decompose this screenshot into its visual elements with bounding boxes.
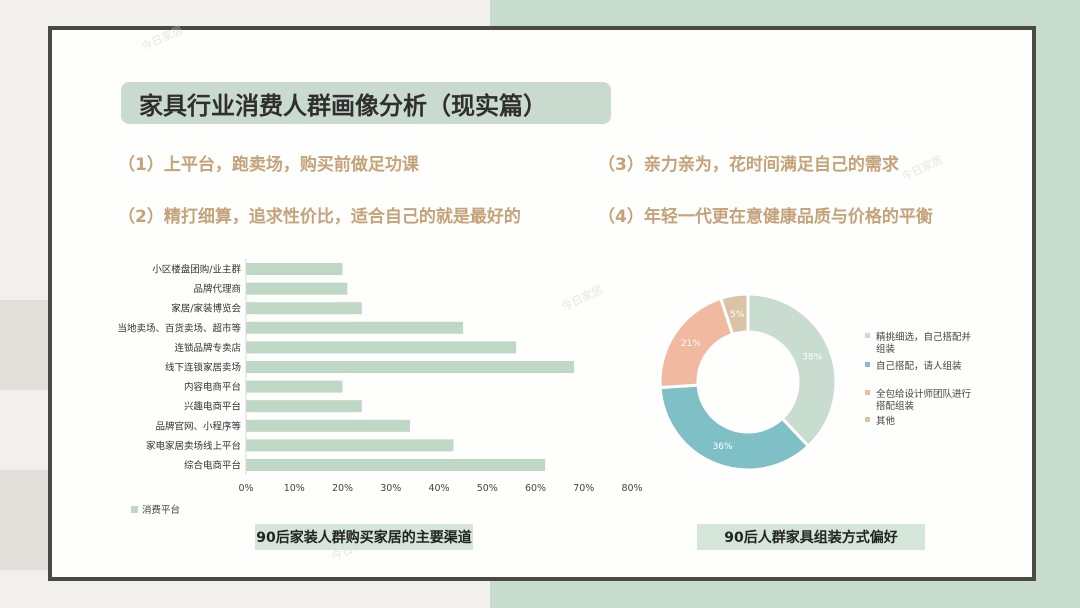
x-tick-label: 80% xyxy=(621,483,642,494)
bar-category-label: 品牌官网、小程序等 xyxy=(155,420,241,432)
donut-legend-label: 自己搭配，请人组装 xyxy=(876,360,962,372)
bar-category-label: 品牌代理商 xyxy=(193,283,241,295)
legend-label: 消费平台 xyxy=(142,504,180,516)
x-tick-label: 70% xyxy=(573,483,594,494)
point-3: （3）亲力亲为，花时间满足自己的需求 xyxy=(598,155,899,175)
legend-swatch xyxy=(131,506,138,513)
point-1: （1）上平台，跑卖场，购买前做足功课 xyxy=(118,155,419,175)
x-tick-label: 0% xyxy=(238,483,253,494)
donut-chart-caption: 90后人群家具组装方式偏好 xyxy=(697,524,925,550)
donut-data-label: 5% xyxy=(730,310,745,320)
bar-category-label: 综合电商平台 xyxy=(184,460,241,472)
x-tick-label: 20% xyxy=(332,483,353,494)
slide-title: 家具行业消费人群画像分析（现实篇） xyxy=(121,82,611,124)
donut-data-label: 21% xyxy=(681,339,701,349)
x-tick-label: 30% xyxy=(380,483,401,494)
bar-chart: 小区楼盘团购/业主群品牌代理商家居/家装博览会当地卖场、百货卖场、超市等连锁品牌… xyxy=(117,259,643,516)
donut-legend-label: 精挑细选，自己搭配并组装 xyxy=(876,331,972,355)
bar-category-label: 当地卖场、百货卖场、超市等 xyxy=(117,322,241,334)
bar-category-label: 连锁品牌专卖店 xyxy=(174,342,241,354)
donut-data-label: 36% xyxy=(713,442,733,452)
bar xyxy=(246,419,411,432)
donut-slice xyxy=(658,383,811,472)
bar xyxy=(246,321,464,334)
donut-legend-swatch xyxy=(865,333,870,338)
x-tick-label: 10% xyxy=(284,483,305,494)
bar xyxy=(246,302,362,315)
bar xyxy=(246,341,517,354)
bar-category-label: 家居/家装博览会 xyxy=(171,303,241,315)
bar xyxy=(246,439,454,452)
bar-category-label: 家电家居卖场线上平台 xyxy=(146,440,241,452)
donut-legend-label: 全包给设计师团队进行搭配组装 xyxy=(876,388,972,412)
point-4: （4）年轻一代更在意健康品质与价格的平衡 xyxy=(598,207,933,227)
bar xyxy=(246,400,362,413)
donut-legend-swatch xyxy=(865,362,870,367)
x-tick-label: 40% xyxy=(428,483,449,494)
point-2: （2）精打细算，追求性价比，适合自己的就是最好的 xyxy=(118,207,521,227)
donut-legend-swatch xyxy=(865,417,870,422)
bar-category-label: 线下连锁家居卖场 xyxy=(165,362,241,374)
bar xyxy=(246,361,575,373)
bar xyxy=(246,263,343,275)
bar-category-label: 兴趣电商平台 xyxy=(184,401,241,413)
x-tick-label: 60% xyxy=(525,483,546,494)
donut-legend-label: 其他 xyxy=(876,415,896,427)
donut-slice xyxy=(746,292,838,449)
bar xyxy=(246,380,343,393)
donut-data-label: 38% xyxy=(802,353,822,363)
bar-category-label: 内容电商平台 xyxy=(184,381,241,393)
x-tick-label: 50% xyxy=(477,483,498,494)
bar-chart-caption: 90后家装人群购买家居的主要渠道 xyxy=(255,524,473,550)
bar xyxy=(246,459,546,471)
donut-chart: 38% 36% 21% 5% 精挑细选，自己搭配并组装自己搭配，请人组装全包给设计师团队… xyxy=(658,292,972,472)
bar-category-label: 小区楼盘团购/业主群 xyxy=(152,264,241,276)
donut-legend-swatch xyxy=(865,390,870,395)
bar xyxy=(246,282,348,295)
donut-slice xyxy=(718,292,750,337)
